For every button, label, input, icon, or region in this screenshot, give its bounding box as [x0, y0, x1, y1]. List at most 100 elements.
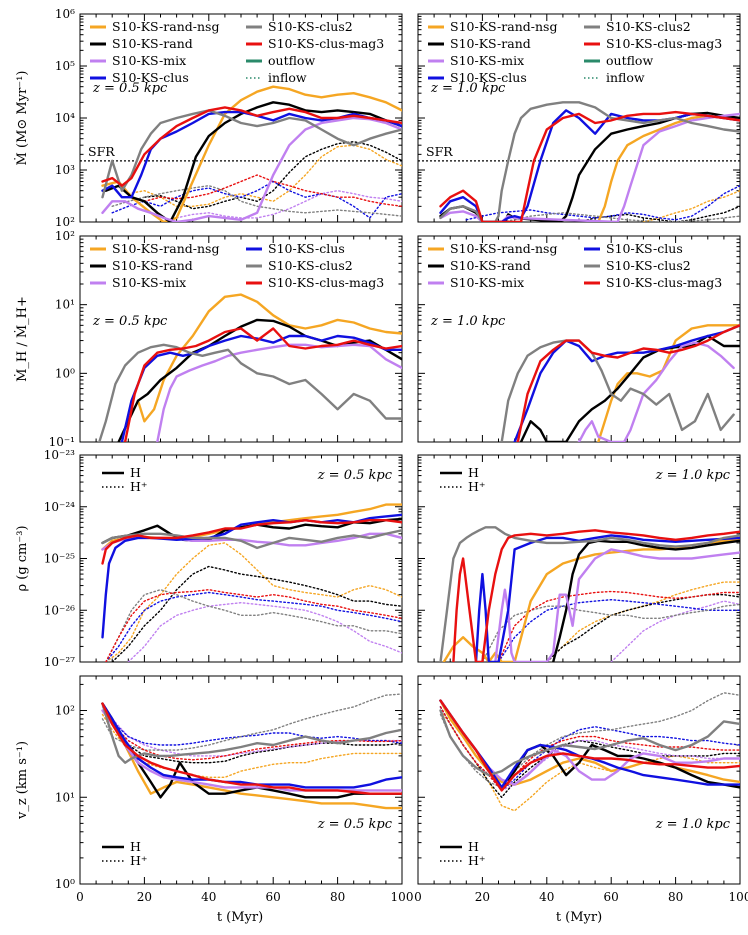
series-line-S10-KS-clus2-dotted [481, 603, 740, 662]
series-group [101, 503, 402, 662]
legend-label-inflow: inflow [606, 70, 645, 85]
legend-label-S10-KS-clus: S10-KS-clus [112, 70, 189, 85]
series-line-S10-KS-mix [101, 116, 402, 222]
series-line-S10-KS-mix-dotted [101, 706, 402, 757]
legend-label-H: H [130, 465, 141, 480]
series-line-S10-KS-rand-nsg [597, 324, 740, 442]
series-line-S10-KS-clus2-dotted [111, 184, 402, 217]
series-line-S10-KS-rand-dotted [111, 565, 402, 662]
legend-label-S10-KS-rand-nsg: S10-KS-rand-nsg [450, 19, 557, 34]
legend-label-H: H [468, 839, 479, 854]
y-tick-label: 10¹ [55, 298, 75, 312]
series-group [101, 85, 402, 222]
y-tick-label: 10³ [55, 163, 75, 177]
series-line-S10-KS-mix [156, 343, 402, 442]
series-line-S10-KS-clus2 [98, 343, 402, 442]
x-tick-label: 100 [391, 890, 414, 904]
legend-label-S10-KS-rand: S10-KS-rand [112, 36, 193, 51]
series-line-S10-KS-rand-dotted [101, 709, 402, 764]
series-line-S10-KS-clus-mag3 [439, 110, 740, 222]
panels: 10² 10³ 10⁴ 10⁵ 10⁶ Ṁ (M⊙ Myr⁻¹) SFR z = 0.5 kp… [13, 7, 748, 904]
series-line-S10-KS-clus2 [500, 339, 735, 442]
legend: S10-KS-rand-nsg S10-KS-clus S10-KS-rand S10… [90, 241, 384, 290]
z-annotation: z = 0.5 kpc [92, 314, 168, 329]
x-tick-label: 0 [414, 890, 422, 904]
y-tick-label: 10⁻²⁵ [44, 552, 75, 566]
y-tick-label: 10² [55, 215, 75, 229]
z-annotation: z = 1.0 kpc [655, 817, 731, 832]
series-line-S10-KS-rand [104, 101, 402, 222]
series-group [500, 324, 740, 442]
series-line-S10-KS-rand-dotted [546, 594, 740, 662]
series-line-S10-KS-clus-dotted [101, 709, 402, 746]
series-line-S10-KS-mix [439, 112, 740, 222]
series-line-S10-KS-clus [513, 324, 740, 442]
legend-label-S10-KS-rand: S10-KS-rand [450, 36, 531, 51]
y-tick-label: 10⁰ [55, 366, 75, 380]
y-tick-label: 10¹ [55, 790, 75, 804]
series-line-S10-KS-clus2-dotted [101, 693, 402, 751]
legend-label-S10-KS-rand-nsg: S10-KS-rand-nsg [112, 19, 219, 34]
series-line-S10-KS-clus-mag3-dotted [105, 589, 402, 662]
z-annotation: z = 1.0 kpc [655, 468, 731, 483]
series-line-S10-KS-clus2 [101, 109, 402, 199]
series-line-S10-KS-clus [474, 534, 740, 662]
y-tick-label: 10² [55, 704, 75, 718]
series-line-S10-KS-clus-mag3 [439, 699, 740, 792]
panel-2-0: 10⁻²⁷ 10⁻²⁶ 10⁻²⁵ 10⁻²⁴ 10⁻²³ ρ (g cm⁻³) z = 0… [15, 448, 403, 669]
y-tick-label: 10⁻¹ [49, 435, 75, 449]
legend-label-Hplus: H⁺ [468, 479, 486, 494]
y-tick-label: 10⁶ [55, 7, 75, 21]
legend: S10-KS-rand-nsg S10-KS-clus S10-KS-rand S10… [428, 241, 722, 290]
series-line-S10-KS-rand-nsg-dotted [105, 542, 402, 662]
series-line-S10-KS-clus2 [439, 101, 740, 222]
legend-label-Hplus: H⁺ [130, 853, 148, 868]
panel-3-1: 0 20 40 60 80 100 z = 1.0 kpc HH⁺ [414, 675, 748, 904]
legend-label-S10-KS-clus2: S10-KS-clus2 [268, 19, 353, 34]
legend-label-S10-KS-clus-mag3: S10-KS-clus-mag3 [606, 36, 722, 51]
plot-frame [417, 675, 741, 885]
series-line-S10-KS-rand-nsg-dotted [127, 144, 402, 208]
y-tick-label: 10⁻²⁶ [44, 603, 75, 617]
z-annotation: z = 1.0 kpc [430, 314, 506, 329]
series-line-S10-KS-rand [552, 539, 740, 662]
series-line-S10-KS-clus-mag3 [101, 519, 402, 565]
legend-label-Hplus: H⁺ [468, 853, 486, 868]
panel-2-1: z = 1.0 kpc HH⁺ [417, 454, 741, 663]
series-line-S10-KS-rand-nsg [136, 293, 402, 423]
x-axis-label-left: t (Myr) [217, 910, 263, 925]
legend-label-S10-KS-mix: S10-KS-mix [112, 53, 186, 68]
series-line-S10-KS-clus-mag3 [101, 106, 402, 187]
series-line-S10-KS-clus-dotted [465, 184, 740, 221]
legend: HH⁺ [102, 839, 148, 868]
series-group [439, 526, 740, 662]
series-line-S10-KS-clus2 [439, 709, 740, 777]
legend: HH⁺ [440, 839, 486, 868]
legend-label-S10-KS-rand: S10-KS-rand [450, 258, 531, 273]
series-line-S10-KS-mix-dotted [127, 602, 402, 662]
legend-label-S10-KS-clus2: S10-KS-clus2 [268, 258, 353, 273]
legend: HH⁺ [102, 465, 148, 494]
series-line-S10-KS-clus [439, 109, 740, 222]
panel-3-0: 10⁰ 10¹ 10² 0 20 40 60 80 100 v_z (km s⁻¹) z = 0.5… [15, 675, 414, 904]
legend-label-S10-KS-mix: S10-KS-mix [112, 275, 186, 290]
legend-label-H: H [130, 839, 141, 854]
series-line-S10-KS-clus [120, 334, 402, 442]
y-axis-label: Ṁ_H / Ṁ_H+ [13, 296, 30, 382]
series-group [101, 693, 402, 810]
panel-1-0: 10⁻¹ 10⁰ 10¹ 10² Ṁ_H / Ṁ_H+ z = 0.5 kpc S10-KS… [13, 229, 403, 449]
legend-label-S10-KS-clus2: S10-KS-clus2 [606, 258, 691, 273]
series-line-S10-KS-mix-dotted [175, 189, 402, 219]
legend: HH⁺ [440, 465, 486, 494]
y-tick-label: 10² [55, 229, 75, 243]
legend-label-S10-KS-clus: S10-KS-clus [268, 241, 345, 256]
series-line-S10-KS-clus-dotted [105, 591, 402, 662]
y-tick-label: 10⁴ [55, 111, 75, 125]
series-line-S10-KS-clus-mag3 [516, 324, 740, 442]
sfr-label: SFR [426, 144, 453, 159]
y-axis-label: v_z (km s⁻¹) [15, 741, 30, 820]
x-tick-label: 80 [668, 890, 683, 904]
y-tick-label: 10⁵ [55, 59, 75, 73]
legend-label-S10-KS-mix: S10-KS-mix [450, 53, 524, 68]
